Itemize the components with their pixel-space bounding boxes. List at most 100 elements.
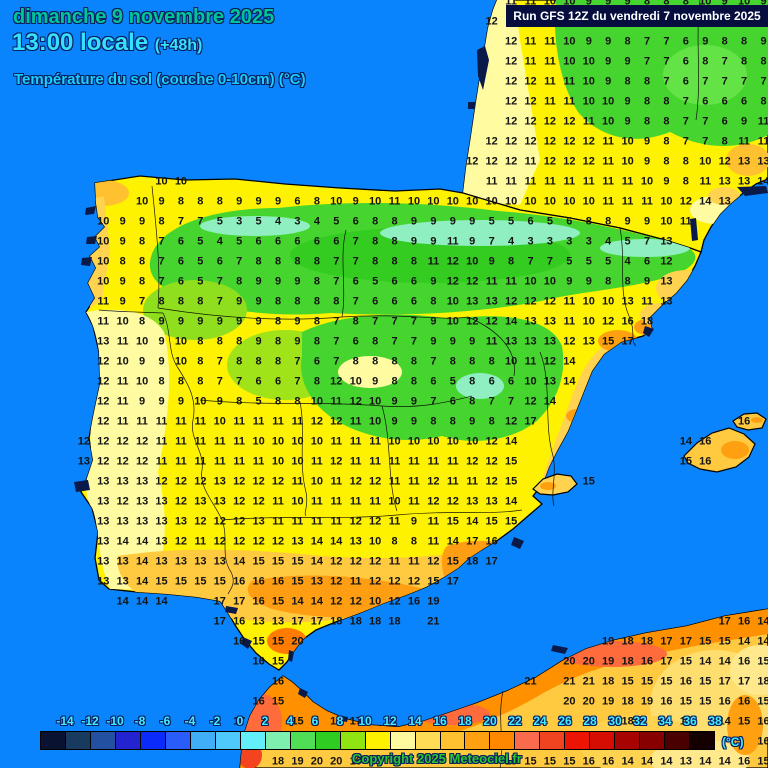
- temp-value: 7: [352, 255, 359, 268]
- temp-value: 16: [699, 455, 712, 468]
- temp-value: 19: [582, 715, 595, 728]
- scale-color-cell: [189, 732, 215, 749]
- temp-value: 7: [721, 55, 728, 68]
- temp-value: 9: [605, 55, 612, 68]
- temp-value: 8: [139, 235, 146, 248]
- temp-value: 14: [446, 535, 459, 548]
- scale-tick-label: -10: [106, 714, 124, 728]
- temp-value: 12: [97, 415, 110, 428]
- temp-value: 11: [330, 475, 343, 488]
- temp-value: 6: [682, 75, 689, 88]
- temp-value: 5: [508, 215, 515, 228]
- temp-value: 11: [641, 195, 653, 208]
- temp-value: 9: [624, 0, 631, 8]
- temp-value: 10: [213, 415, 226, 428]
- temp-value: 8: [158, 375, 165, 388]
- temp-value: 12: [369, 515, 382, 528]
- temp-value: 6: [410, 275, 418, 288]
- temp-value: 10: [582, 95, 595, 108]
- temp-value: 9: [585, 275, 592, 288]
- temp-value: 13: [97, 495, 110, 508]
- temp-value: 12: [330, 575, 343, 588]
- temp-value: 8: [391, 235, 398, 248]
- temp-value: 15: [504, 455, 518, 468]
- temp-value: 16: [252, 655, 265, 668]
- temp-value: 12: [271, 475, 285, 488]
- temp-value: 11: [757, 135, 768, 148]
- temp-value: 11: [563, 175, 576, 188]
- temp-value: 8: [391, 535, 398, 548]
- scale-color-cell: [489, 732, 515, 749]
- scale-tick-label: -2: [209, 714, 221, 728]
- temp-value: 12: [524, 135, 537, 148]
- temp-value: 13: [174, 555, 188, 568]
- temp-value: 12: [97, 375, 110, 388]
- temp-value: 11: [505, 275, 517, 288]
- temp-value: 17: [466, 535, 479, 548]
- temp-value: 11: [427, 535, 440, 548]
- temp-value: 9: [624, 215, 631, 228]
- temp-value: 16: [233, 615, 246, 628]
- temp-value: 13: [155, 535, 168, 548]
- temp-value: 8: [410, 355, 418, 368]
- temp-value: 13: [213, 495, 226, 508]
- scale-color-cell: [414, 732, 440, 749]
- temp-value: 17: [213, 615, 226, 628]
- temp-value: 15: [174, 575, 188, 588]
- temp-value: 9: [469, 215, 476, 228]
- temp-value: 9: [643, 135, 651, 148]
- temp-value: 12: [213, 535, 226, 548]
- temp-value: 7: [236, 375, 243, 388]
- temp-value: 8: [391, 215, 398, 228]
- temp-value: 8: [721, 135, 728, 148]
- temp-value: 14: [291, 595, 304, 608]
- temp-value: 8: [682, 0, 689, 8]
- temp-value: 11: [213, 455, 226, 468]
- temp-value: 15: [563, 755, 576, 768]
- land-africa: [239, 608, 768, 768]
- temp-value: 14: [466, 515, 479, 528]
- scale-tick-label: -14: [56, 714, 74, 728]
- scale-tick-label: -8: [134, 714, 146, 728]
- temp-value: 9: [158, 315, 165, 328]
- temp-value: 16: [737, 695, 751, 708]
- temp-value: 9: [391, 395, 398, 408]
- temp-value: 14: [563, 355, 576, 368]
- temp-value: 9: [158, 195, 165, 208]
- temp-value: 10: [116, 355, 129, 368]
- temp-value: 11: [155, 435, 168, 448]
- temp-value: 13: [155, 555, 168, 568]
- temp-value: 8: [741, 55, 748, 68]
- temp-value: 8: [488, 415, 495, 428]
- temp-value: 12: [233, 535, 246, 548]
- temp-value: 7: [741, 75, 748, 88]
- temp-value: 8: [643, 115, 651, 128]
- temp-value: 12: [563, 335, 576, 348]
- temp-value: 13: [116, 575, 129, 588]
- temp-value: 8: [255, 255, 262, 268]
- temp-value: 7: [372, 315, 379, 328]
- temp-value: 8: [333, 295, 340, 308]
- temp-value: 16: [252, 575, 265, 588]
- temp-value: 9: [236, 315, 243, 328]
- temp-value: 14: [699, 755, 712, 768]
- temp-value: 10: [543, 195, 557, 208]
- temp-value: 7: [643, 35, 651, 48]
- temp-value: 8: [352, 355, 359, 368]
- temp-value: 8: [624, 275, 631, 288]
- temp-value: 5: [605, 255, 612, 268]
- temp-value: 8: [605, 275, 612, 288]
- temp-value: 15: [543, 755, 557, 768]
- temp-value: 6: [216, 255, 223, 268]
- temp-value: 7: [391, 315, 398, 328]
- temp-value: 10: [640, 175, 654, 188]
- temp-value: 17: [485, 555, 498, 568]
- temp-value: 10: [621, 135, 634, 148]
- temp-value: 12: [504, 95, 518, 108]
- temp-value: 11: [699, 175, 712, 188]
- temp-value: 9: [352, 195, 359, 208]
- temp-value: 11: [97, 295, 110, 308]
- temp-value: 15: [485, 515, 498, 528]
- temp-value: 12: [97, 355, 110, 368]
- temp-value: 8: [197, 295, 204, 308]
